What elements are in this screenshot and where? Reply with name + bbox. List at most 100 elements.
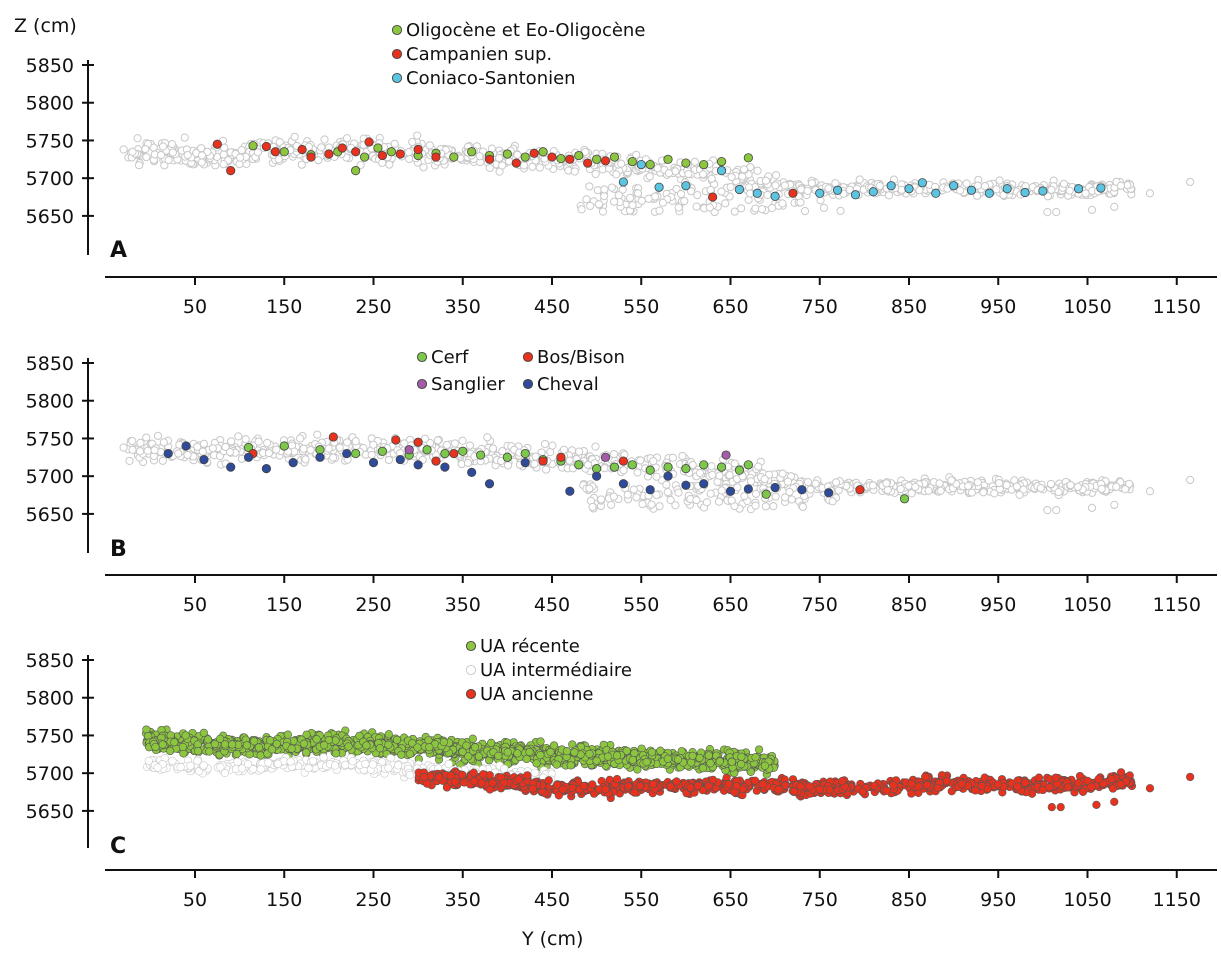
background-point xyxy=(369,440,378,449)
background-point xyxy=(739,165,749,174)
background-point xyxy=(208,444,217,453)
data-point xyxy=(397,750,406,759)
background-point xyxy=(668,453,677,462)
background-point xyxy=(600,185,609,194)
background-point xyxy=(617,159,626,168)
y-tick-label: 5700 xyxy=(26,763,74,785)
background-point xyxy=(737,204,746,213)
background-point xyxy=(591,169,600,179)
background-point xyxy=(904,481,913,490)
background-point xyxy=(227,437,236,446)
background-point xyxy=(803,477,813,487)
background-point xyxy=(649,457,658,466)
data-point xyxy=(315,452,325,462)
background-point xyxy=(306,445,315,455)
x-tick-label: 150 xyxy=(266,296,302,318)
background-point xyxy=(586,201,595,211)
background-point xyxy=(1052,208,1061,217)
data-point xyxy=(487,738,496,748)
background-point xyxy=(263,438,272,447)
background-point xyxy=(356,160,365,170)
data-point xyxy=(226,166,236,176)
data-point xyxy=(612,751,622,760)
x-tick-label: 250 xyxy=(355,594,391,616)
background-point xyxy=(149,143,158,152)
data-point xyxy=(283,730,292,739)
x-tick-label: 350 xyxy=(445,594,481,616)
data-point xyxy=(299,739,309,748)
background-point xyxy=(973,478,982,487)
data-point xyxy=(500,764,509,773)
y-tick-label: 5750 xyxy=(26,725,74,747)
data-point xyxy=(681,480,691,490)
data-point xyxy=(243,452,254,462)
data-point xyxy=(312,735,321,744)
data-point xyxy=(583,158,593,168)
background-point xyxy=(662,480,671,489)
data-point xyxy=(216,734,225,743)
data-point xyxy=(458,446,468,456)
background-point xyxy=(868,481,878,490)
data-point xyxy=(695,753,704,762)
data-point xyxy=(949,181,959,191)
background-point xyxy=(610,197,619,206)
data-point xyxy=(439,738,448,747)
data-point xyxy=(181,731,190,740)
data-point xyxy=(770,191,780,201)
background-point xyxy=(714,497,724,506)
data-point xyxy=(886,181,896,191)
background-point xyxy=(883,485,892,495)
data-point xyxy=(163,448,173,459)
background-point xyxy=(684,169,693,179)
data-point xyxy=(342,448,352,459)
data-point xyxy=(752,188,762,198)
legend-item: Oligocène et Eo-Oligocène xyxy=(391,20,645,41)
y-tick-label: 5650 xyxy=(26,801,74,823)
background-point xyxy=(687,187,696,196)
data-point xyxy=(484,154,495,164)
background-point xyxy=(760,475,769,484)
background-point xyxy=(819,203,829,212)
data-point xyxy=(520,152,530,162)
background-point xyxy=(167,140,177,149)
background-point xyxy=(320,135,329,144)
background-point xyxy=(390,139,399,148)
background-point xyxy=(1110,202,1119,211)
data-point xyxy=(592,471,602,481)
background-point xyxy=(296,434,305,443)
y-tick-label: 5800 xyxy=(26,93,74,115)
background-point xyxy=(419,163,428,172)
data-point xyxy=(475,450,486,460)
background-point xyxy=(193,442,202,451)
series-Sanglier xyxy=(404,445,731,462)
background-point xyxy=(645,172,654,181)
background-point xyxy=(629,485,638,494)
data-point xyxy=(815,188,825,198)
data-point xyxy=(232,749,241,759)
background-point xyxy=(158,142,168,151)
data-point xyxy=(405,770,415,780)
background-point xyxy=(692,495,701,505)
background-point xyxy=(897,185,906,194)
x-tick-label: 250 xyxy=(355,889,391,911)
background-point xyxy=(836,206,845,215)
data-point xyxy=(565,486,575,496)
background-point xyxy=(1121,485,1130,494)
data-point xyxy=(743,460,753,470)
data-point xyxy=(699,479,709,489)
background-point xyxy=(811,479,820,488)
data-point xyxy=(392,735,402,744)
background-point xyxy=(408,137,417,147)
background-point xyxy=(378,158,387,167)
y-tick-label: 5800 xyxy=(26,391,74,413)
data-point xyxy=(331,749,341,758)
background-point xyxy=(498,447,507,456)
background-point xyxy=(671,501,680,510)
data-point xyxy=(751,753,760,762)
data-point xyxy=(270,147,280,157)
data-point xyxy=(603,752,613,761)
y-tick-label: 5750 xyxy=(26,130,74,152)
background-point xyxy=(787,495,796,504)
background-point xyxy=(798,502,808,511)
